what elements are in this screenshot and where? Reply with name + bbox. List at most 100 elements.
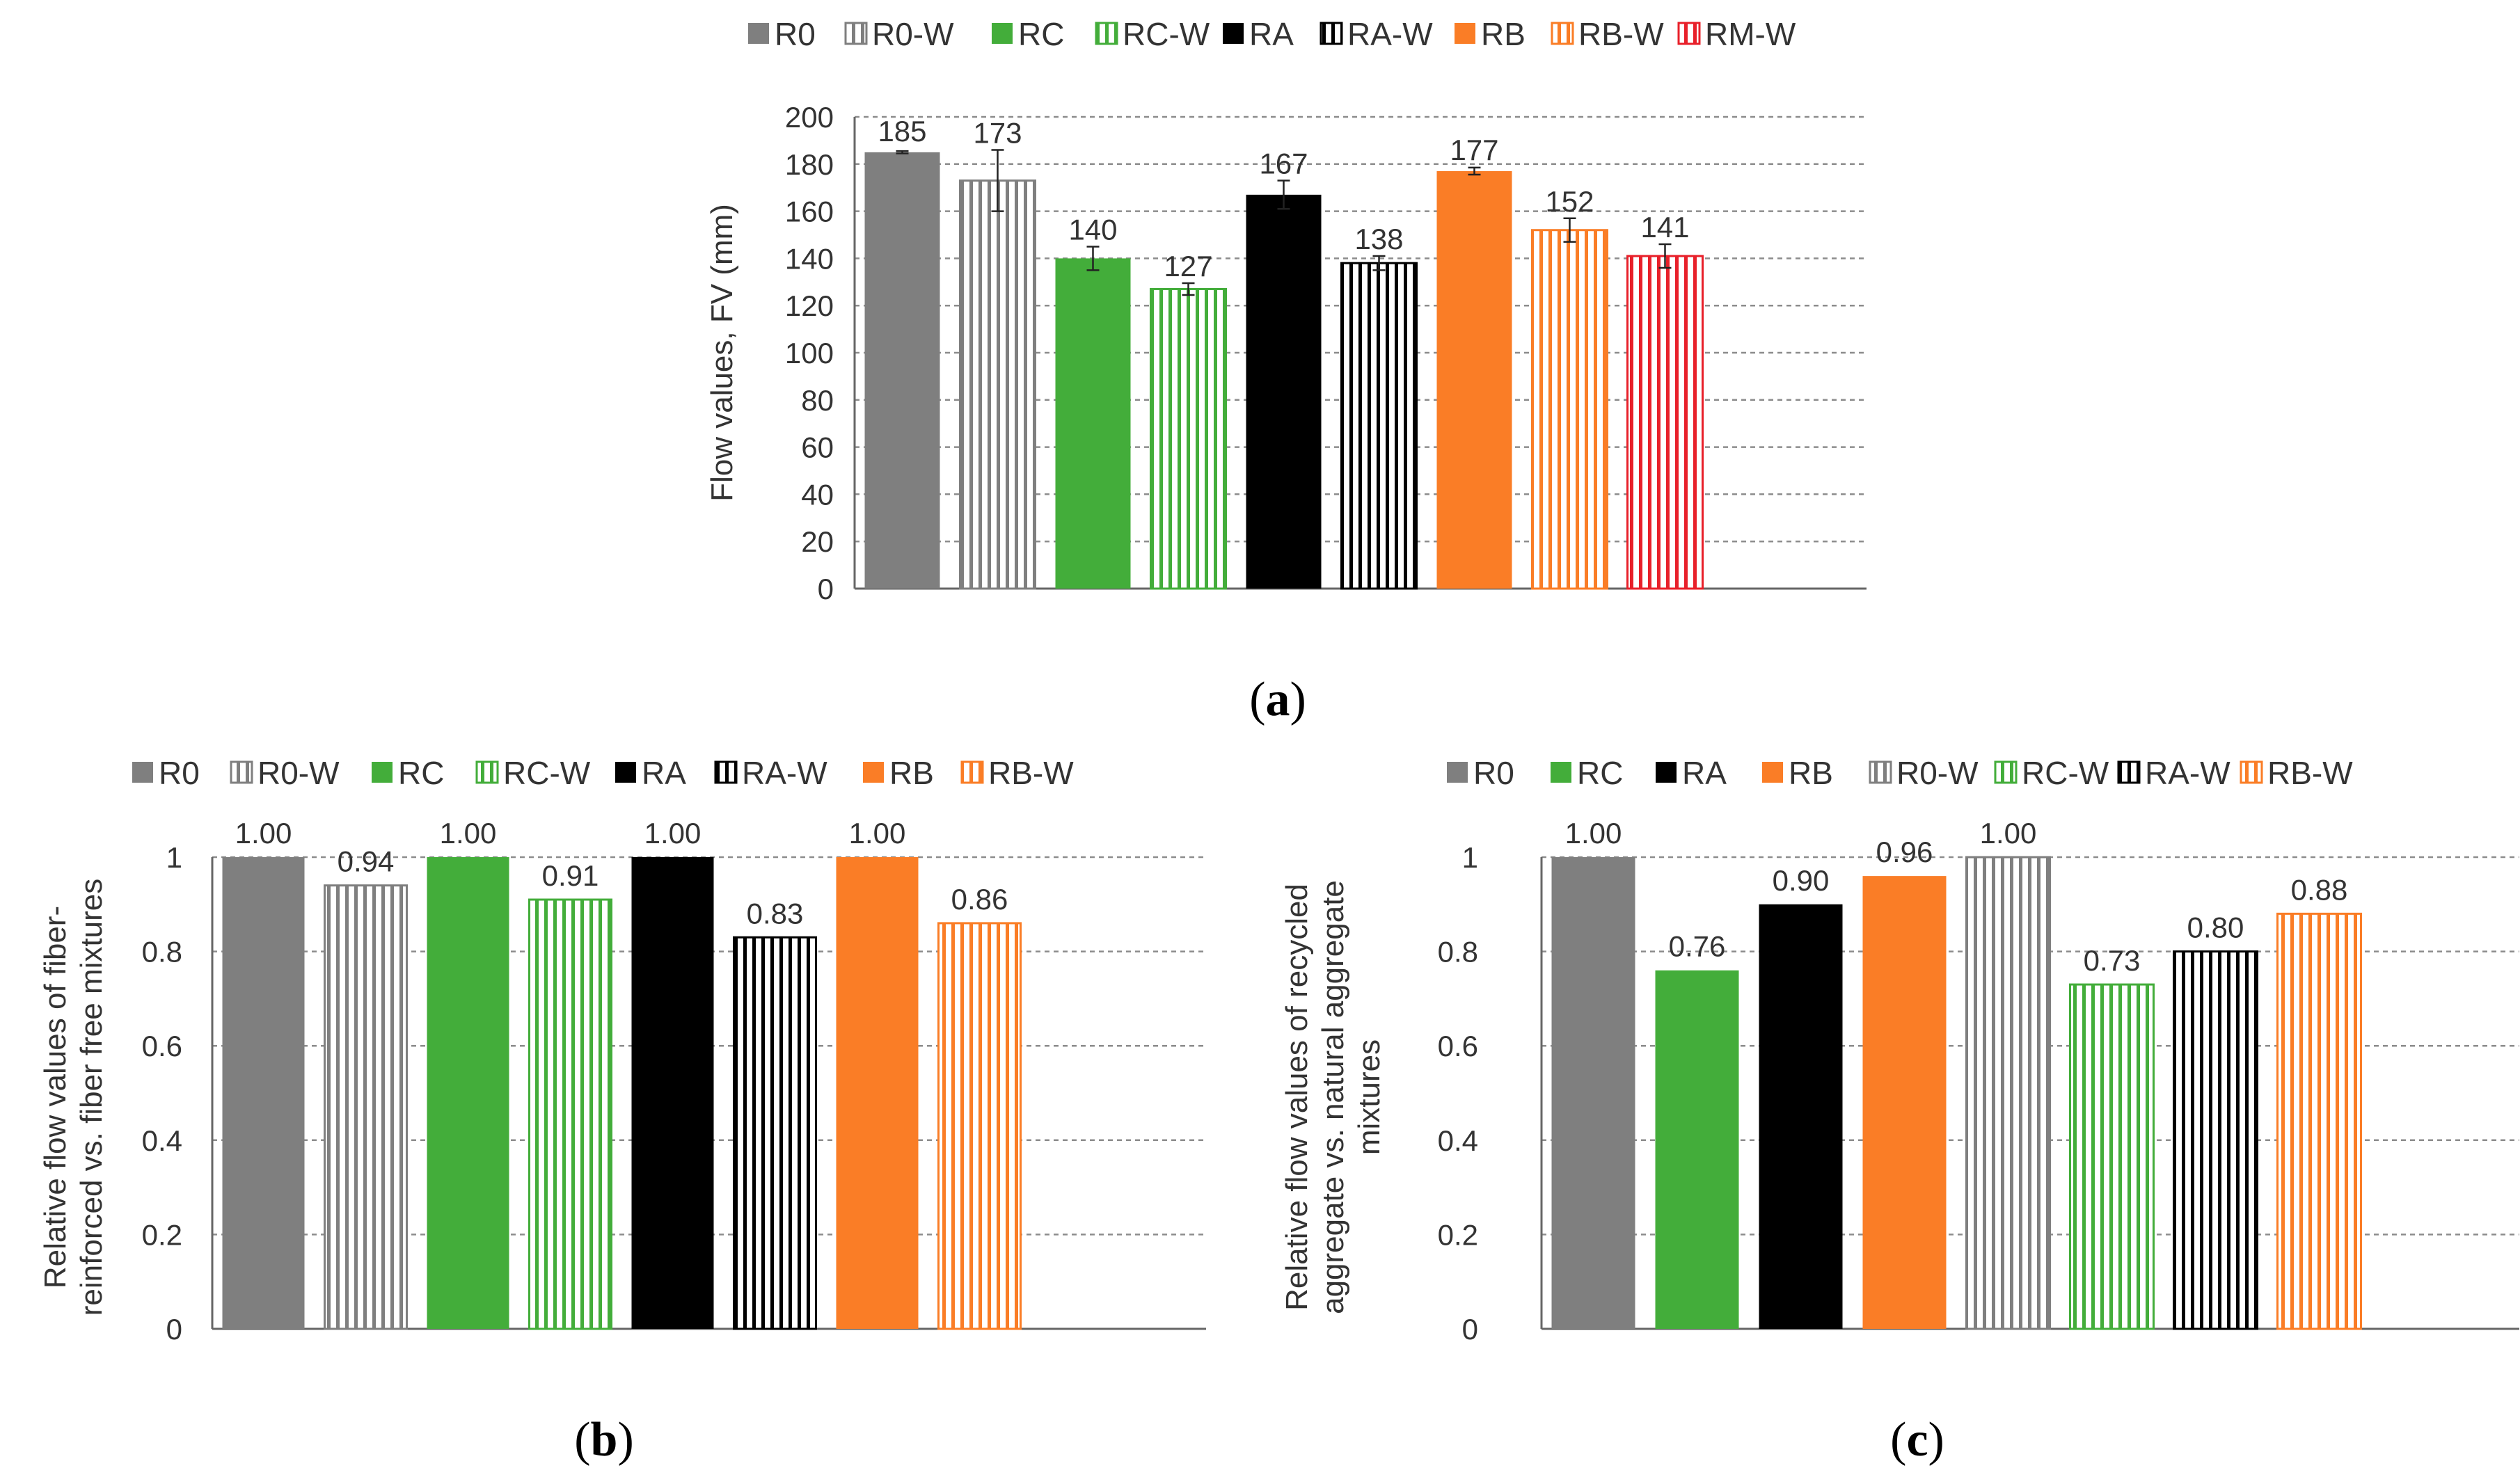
bar-a-RA: [1246, 194, 1322, 589]
bar-c-R0: [1551, 857, 1635, 1329]
legend-swatch-c-RA-W: [2117, 760, 2141, 784]
panel-label-b: (b): [574, 1413, 634, 1467]
bar-a-RM-W: [1626, 255, 1704, 590]
legend-swatch-c-RC-W: [1994, 760, 2018, 784]
data-label-c-RB-W: 0.88: [2291, 873, 2348, 906]
legend-label-b-RC: RC: [398, 755, 444, 791]
bar-b-RB: [836, 857, 919, 1329]
bar-a-RC-W: [1150, 287, 1227, 590]
bar-b-RC: [427, 857, 509, 1329]
bar-b-RA-W: [733, 936, 817, 1330]
panel-label-a: (a): [1249, 673, 1306, 726]
legend-label-c-RC-W: RC-W: [2022, 755, 2109, 791]
data-label-b-R0: 1.00: [235, 817, 292, 849]
data-label-a-RC-W: 127: [1164, 250, 1212, 282]
panel-label-c: (c): [1890, 1413, 1944, 1467]
chart-c-relative-recycled: 0 0.2 0.4 0.6 0.8 1 Relative flow values of re…: [1280, 755, 2519, 1346]
y-tick-label-a-8: 160: [785, 196, 834, 228]
data-label-c-RC-W: 0.73: [2084, 944, 2141, 977]
legend-swatch-a-RA-W: [1320, 22, 1343, 45]
legend-swatch-a-RA: [1223, 23, 1244, 44]
legend-swatch-a-RC: [992, 23, 1013, 44]
legend-label-a-R0: R0: [775, 16, 816, 52]
legend-label-c-R0: R0: [1473, 755, 1514, 791]
y-tick-label-c-2: 0.4: [1438, 1124, 1478, 1157]
chart-b-relative-fiber: 0 0.2 0.4 0.6 0.8 1 Relative flow values of fi…: [38, 755, 1206, 1346]
data-label-b-RB: 1.00: [849, 817, 906, 849]
bar-c-RB-W: [2276, 912, 2362, 1330]
bar-c-RC-W: [2069, 983, 2155, 1330]
y-tick-label-a-5: 100: [785, 337, 834, 369]
legend-label-a-RA: RA: [1249, 16, 1294, 52]
legend-label-b-R0-W: R0-W: [257, 755, 340, 791]
legend-swatch-b-R0: [132, 762, 153, 783]
y-tick-label-b-1: 0.2: [142, 1218, 182, 1251]
legend-label-b-RB-W: RB-W: [988, 755, 1074, 791]
legend-swatch-a-RB: [1455, 23, 1475, 44]
legend-swatch-c-R0-W: [1869, 760, 1892, 784]
data-label-b-RA: 1.00: [644, 817, 702, 849]
data-label-b-RB-W: 0.86: [951, 883, 1008, 916]
legend-swatch-b-RA-W: [714, 760, 738, 784]
legend-label-a-RB-W: RB-W: [1578, 16, 1664, 52]
legend-swatch-b-RC-W: [475, 760, 499, 784]
bar-b-R0-W: [324, 884, 408, 1330]
data-label-c-RA-W: 0.80: [2187, 911, 2244, 944]
legend-label-b-R0: R0: [159, 755, 200, 791]
bar-a-RB: [1436, 170, 1512, 589]
bar-c-RA-W: [2173, 950, 2258, 1330]
data-label-a-RM-W: 141: [1640, 211, 1689, 244]
y-tick-label-a-4: 80: [801, 384, 834, 417]
y-axis-title-b: Relative flow values of fiber-reinforced…: [38, 879, 109, 1316]
legend-swatch-c-RA: [1656, 762, 1677, 783]
bar-a-RA-W: [1340, 262, 1418, 590]
data-label-a-RA: 167: [1259, 147, 1308, 180]
data-label-c-RA: 0.90: [1773, 864, 1830, 897]
y-tick-label-a-7: 140: [785, 242, 834, 275]
y-tick-label-b-5: 1: [166, 841, 182, 874]
data-label-a-RC: 140: [1068, 213, 1117, 246]
y-tick-label-b-3: 0.6: [142, 1030, 182, 1062]
data-label-c-R0-W: 1.00: [1980, 817, 2037, 849]
legend-label-a-RM-W: RM-W: [1705, 16, 1796, 52]
y-tick-label-a-6: 120: [785, 289, 834, 322]
y-tick-label-a-9: 180: [785, 148, 834, 181]
legend-swatch-b-RA: [615, 762, 636, 783]
legend-swatch-b-R0-W: [230, 760, 253, 784]
data-label-b-RC: 1.00: [440, 817, 497, 849]
bar-a-R0-W: [959, 179, 1036, 590]
legend-swatch-c-RB-W: [2240, 760, 2263, 784]
data-label-c-RB: 0.96: [1876, 836, 1933, 868]
data-label-c-RC: 0.76: [1669, 930, 1726, 963]
bar-a-RC: [1055, 258, 1131, 589]
y-tick-label-c-5: 1: [1462, 841, 1478, 874]
legend-label-a-RB: RB: [1481, 16, 1526, 52]
bar-c-R0-W: [1965, 856, 2051, 1330]
y-tick-label-b-2: 0.4: [142, 1124, 182, 1157]
legend-swatch-c-RB: [1762, 762, 1783, 783]
legend-label-c-RA-W: RA-W: [2145, 755, 2230, 791]
y-tick-label-a-10: 200: [785, 101, 834, 134]
legend-swatch-a-RM-W: [1677, 22, 1701, 45]
bar-c-RC: [1655, 970, 1739, 1329]
legend-label-c-R0-W: R0-W: [1896, 755, 1979, 791]
data-label-a-R0: 185: [878, 115, 926, 147]
y-tick-label-a-0: 0: [818, 573, 834, 605]
y-tick-label-c-1: 0.2: [1438, 1218, 1478, 1251]
y-tick-label-a-1: 20: [801, 525, 834, 558]
legend-swatch-a-R0-W: [844, 22, 868, 45]
data-label-a-R0-W: 173: [973, 116, 1022, 149]
data-label-a-RA-W: 138: [1354, 223, 1403, 255]
legend-label-b-RB: RB: [889, 755, 934, 791]
y-tick-label-b-0: 0: [166, 1313, 182, 1346]
y-tick-label-b-4: 0.8: [142, 936, 182, 968]
data-label-a-RB: 177: [1450, 134, 1498, 166]
bar-b-RC-W: [528, 898, 612, 1330]
legend-label-b-RC-W: RC-W: [503, 755, 591, 791]
legend-label-c-RC: RC: [1577, 755, 1623, 791]
data-label-b-R0-W: 0.94: [338, 845, 395, 878]
bar-a-R0: [864, 152, 940, 589]
y-tick-label-c-0: 0: [1462, 1313, 1478, 1346]
bar-b-RB-W: [937, 922, 1022, 1330]
bar-a-RB-W: [1531, 229, 1608, 590]
